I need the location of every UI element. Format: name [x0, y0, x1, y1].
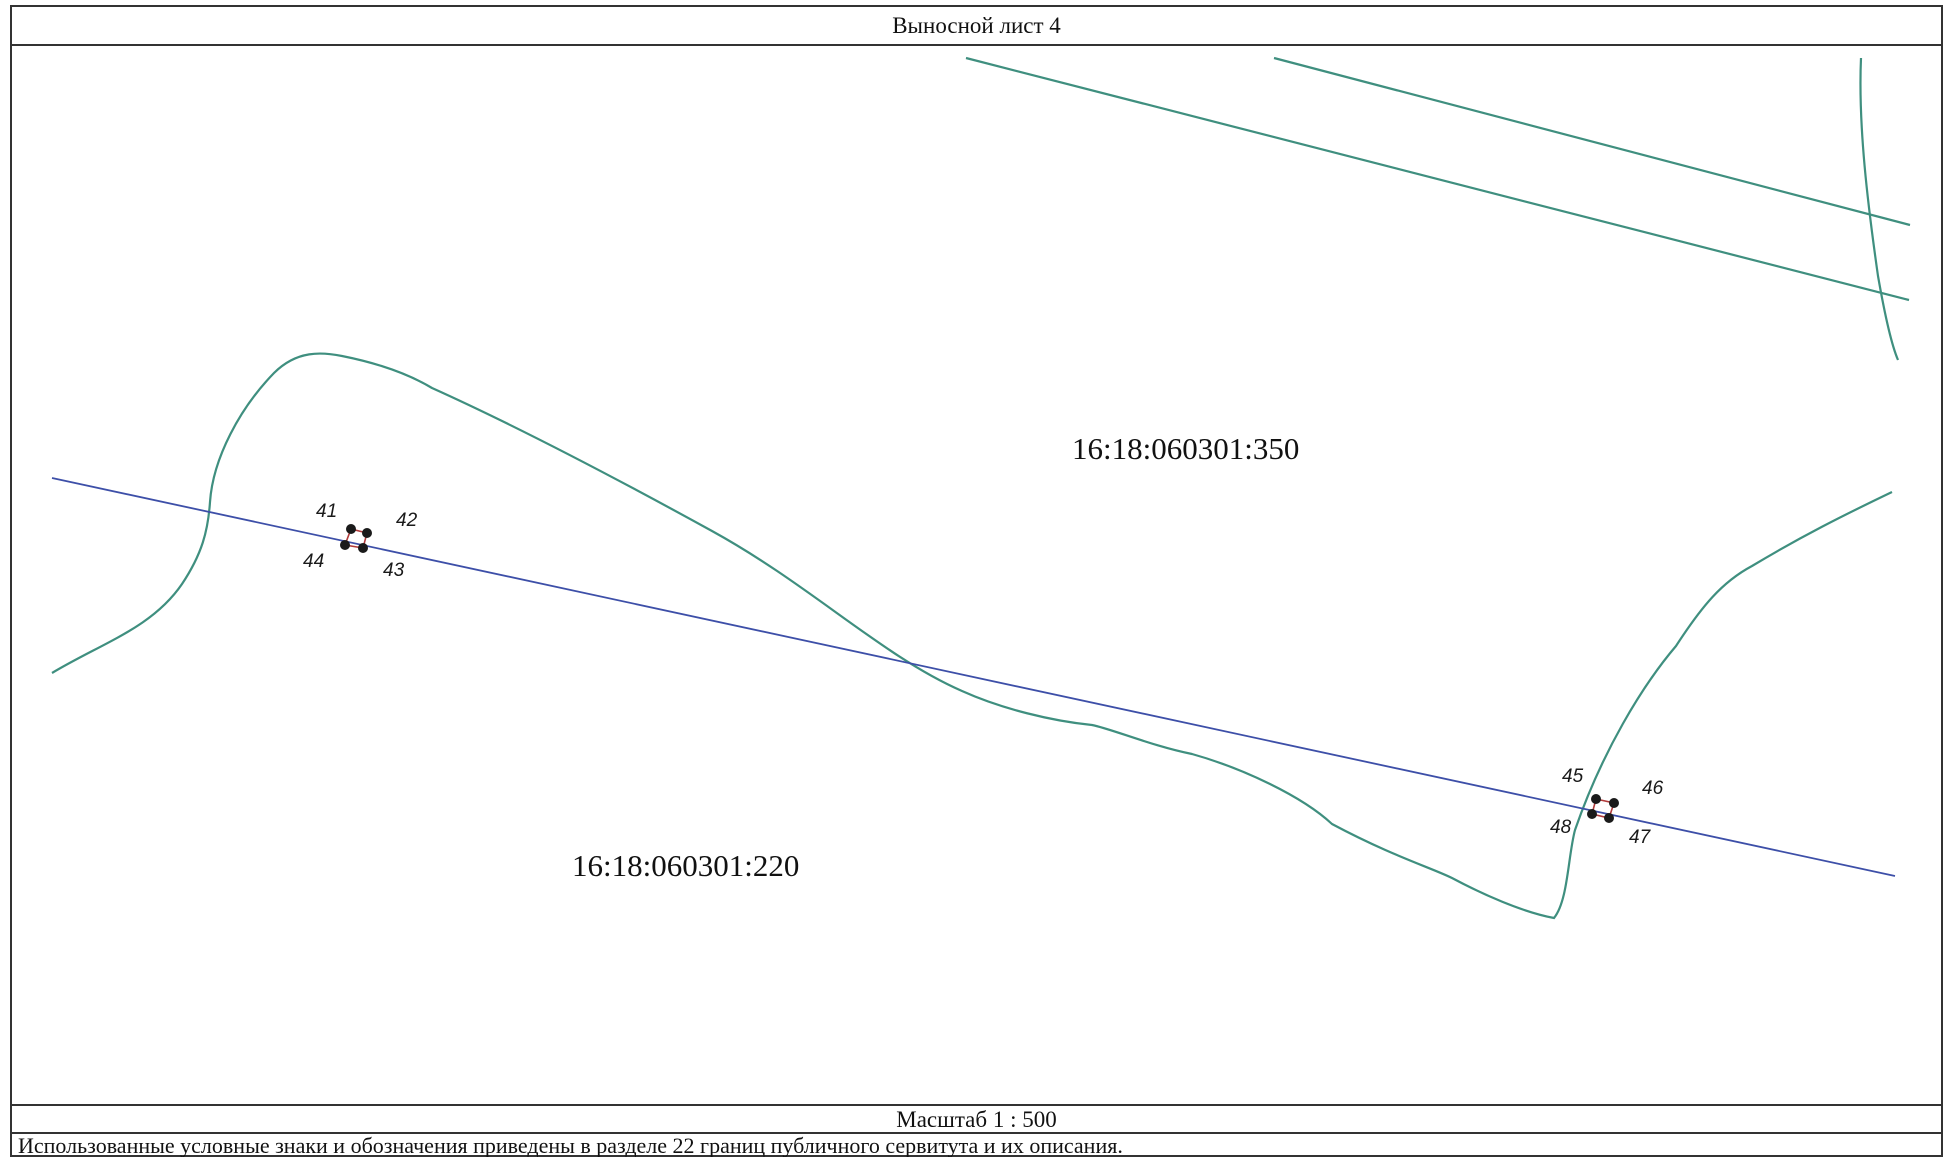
- boundary-road-edge-2: [1273, 56, 1911, 227]
- point-label-43: 43: [383, 560, 405, 581]
- boundary-vertical: [1859, 57, 1900, 361]
- point-label-41: 41: [316, 501, 337, 522]
- point-marker-42: [362, 528, 372, 538]
- point-marker-47: [1604, 813, 1614, 823]
- map-sheet: Выносной лист 4: [10, 5, 1943, 1157]
- point-label-48: 48: [1550, 817, 1572, 838]
- servitude-polygon-41-44: [340, 524, 372, 553]
- point-marker-43: [358, 543, 368, 553]
- point-marker-48: [1587, 809, 1597, 819]
- parcel-boundaries: [51, 56, 1911, 920]
- point-label-46: 46: [1642, 778, 1664, 799]
- point-label-42: 42: [396, 510, 418, 531]
- point-marker-41: [346, 524, 356, 534]
- boundary-road-edge-1: [965, 56, 1910, 302]
- point-marker-44: [340, 540, 350, 550]
- point-label-47: 47: [1629, 827, 1652, 848]
- map-canvas: 41 42 43 44 45 46 47 48 16:18:060301:350…: [51, 56, 1911, 920]
- sheet-title: Выносной лист 4: [12, 7, 1941, 46]
- point-marker-45: [1591, 794, 1601, 804]
- point-label-44: 44: [303, 551, 324, 572]
- boundary-main-curve: [51, 352, 1893, 920]
- servitude-polygon-45-48: [1587, 794, 1619, 823]
- point-marker-46: [1609, 798, 1619, 808]
- legend-note: Использованные условные знаки и обозначе…: [18, 1134, 1123, 1157]
- point-label-45: 45: [1562, 766, 1584, 787]
- servitude-line: [51, 477, 1896, 877]
- parcel-label-220: 16:18:060301:220: [572, 848, 799, 883]
- parcel-label-350: 16:18:060301:350: [1072, 431, 1299, 466]
- map-area: 41 42 43 44 45 46 47 48 16:18:060301:350…: [12, 46, 1941, 1104]
- scale-label: Масштаб 1 : 500: [12, 1104, 1941, 1134]
